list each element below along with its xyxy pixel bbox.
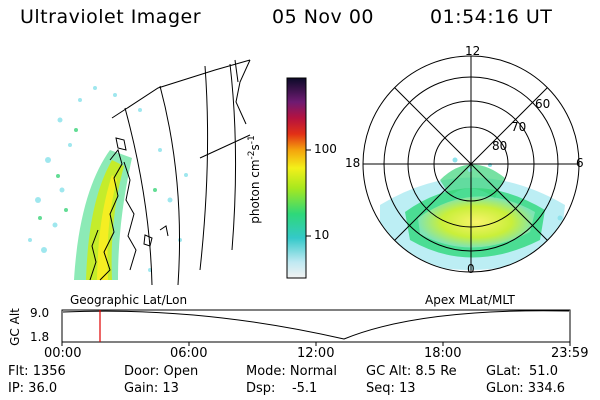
lat-label-60: 60 — [535, 97, 551, 111]
mode-status: Mode: Normal — [246, 364, 337, 379]
gc-alt-value: GC Alt: 8.5 Re — [366, 364, 457, 379]
lat-label-70: 70 — [511, 120, 527, 134]
mlt-label-0: 0 — [467, 262, 475, 276]
flight-number: Flt: 1356 — [8, 364, 66, 379]
xtick-1200: 12:00 — [297, 346, 335, 361]
mlt-label-12: 12 — [465, 44, 481, 58]
xtick-0000: 00:00 — [44, 346, 82, 361]
lat-label-80: 80 — [492, 139, 508, 153]
xtick-1800: 18:00 — [424, 346, 462, 361]
left-panel-caption: Geographic Lat/Lon — [70, 293, 188, 307]
colorbar-tick-100: 100 — [314, 142, 337, 156]
dsp-value: Dsp: -5.1 — [246, 381, 318, 396]
door-status: Door: Open — [124, 364, 199, 379]
right-panel-caption: Apex MLat/MLT — [425, 293, 515, 307]
altitude-ylabel: GC Alt — [7, 308, 22, 346]
seq-value: Seq: 13 — [366, 381, 416, 396]
colorbar-tick-10: 10 — [314, 228, 330, 242]
colorbar-unit-label: photon cm-2s-1 — [246, 135, 262, 224]
xtick-2359: 23:59 — [551, 346, 589, 361]
date-label: 05 Nov 00 — [272, 6, 375, 28]
glat-value: GLat: 51.0 — [486, 364, 558, 379]
glon-value: GLon: 334.6 — [486, 381, 566, 396]
geographic-map — [28, 59, 251, 286]
instrument-title: Ultraviolet Imager — [20, 6, 202, 28]
xtick-0600: 06:00 — [170, 346, 208, 361]
ip-value: IP: 36.0 — [8, 381, 58, 396]
mlt-label-6: 6 — [576, 156, 584, 170]
altitude-ytick-9: 9.0 — [30, 306, 50, 320]
mlt-label-18: 18 — [345, 156, 361, 170]
altitude-ytick-1-8: 1.8 — [30, 330, 50, 344]
time-label: 01:54:16 UT — [430, 6, 553, 28]
gain-value: Gain: 13 — [124, 381, 179, 396]
colorbar — [286, 77, 311, 279]
polar-plot — [362, 55, 580, 273]
altitude-plot — [61, 309, 571, 346]
